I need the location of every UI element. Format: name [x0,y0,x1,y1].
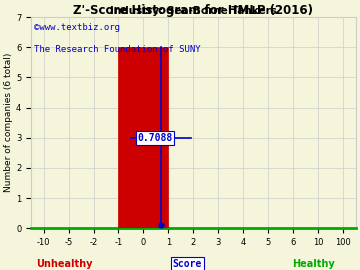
Bar [118,47,168,228]
Title: Z'-Score Histogram for HMLP (2016): Z'-Score Histogram for HMLP (2016) [73,4,314,17]
Text: 0.7088: 0.7088 [137,133,172,143]
Text: Healthy: Healthy [292,259,334,269]
Text: Score: Score [172,259,202,269]
Y-axis label: Number of companies (6 total): Number of companies (6 total) [4,53,13,193]
Text: The Research Foundation of SUNY: The Research Foundation of SUNY [34,45,201,54]
Text: ©www.textbiz.org: ©www.textbiz.org [34,23,120,32]
Text: Industry: Sea-Borne Tankers: Industry: Sea-Borne Tankers [110,6,277,16]
Text: Unhealthy: Unhealthy [37,259,93,269]
